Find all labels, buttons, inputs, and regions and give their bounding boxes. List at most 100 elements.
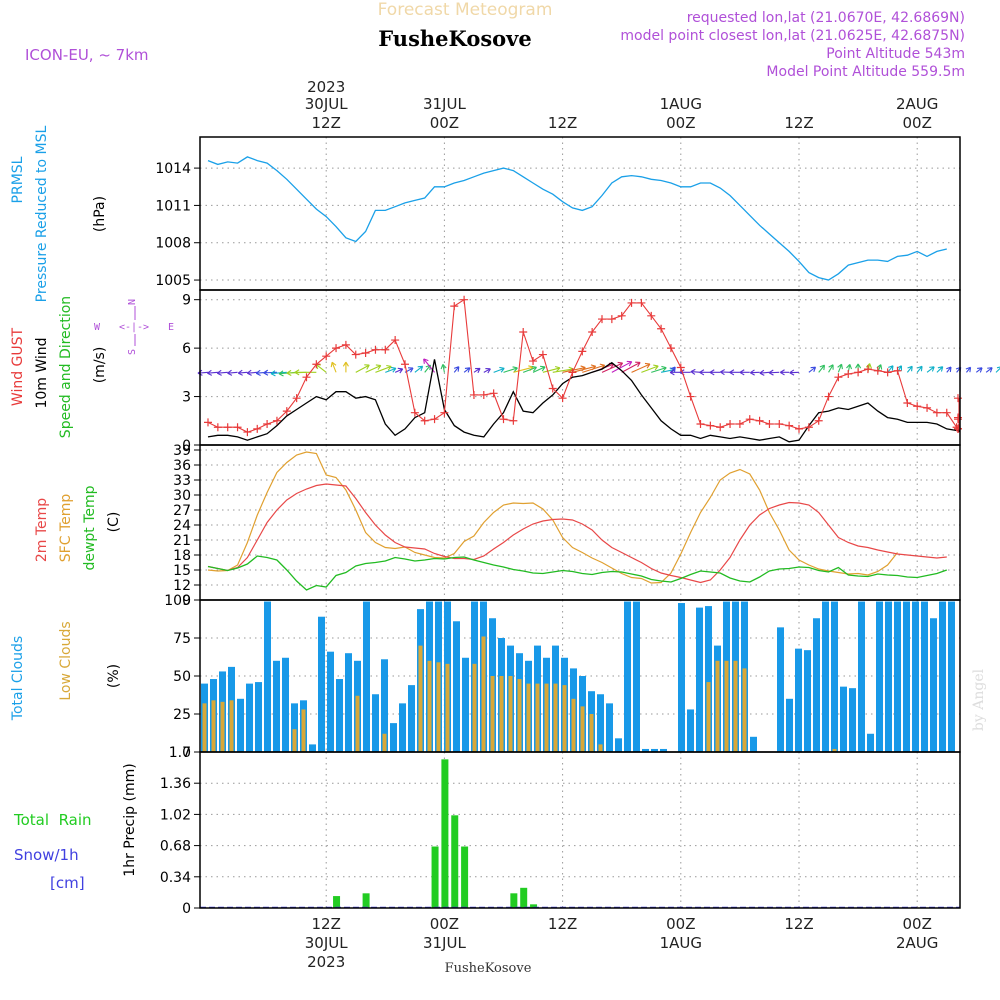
- wind-arrow: [227, 369, 238, 376]
- wind-arrow: [463, 367, 471, 373]
- wind-arrow: [263, 369, 277, 376]
- grid-lines: [325, 137, 918, 908]
- wind-arrow: [865, 363, 872, 373]
- wind-arrow: [926, 366, 935, 373]
- total-cloud-bar: [327, 651, 334, 752]
- gust-marker: [282, 407, 291, 416]
- station-name: FusheKosove: [378, 26, 531, 51]
- gust-marker: [332, 344, 341, 353]
- gust-marker: [381, 345, 390, 354]
- gust-marker: [735, 420, 744, 429]
- wind-arrow: [729, 369, 740, 376]
- low-cloud-bar: [445, 663, 450, 752]
- total-cloud-bar: [912, 601, 919, 752]
- wind-arrow: [709, 369, 721, 376]
- gust-marker: [204, 418, 212, 427]
- gust-marker: [312, 360, 321, 369]
- y-tick-label: 25: [173, 707, 191, 723]
- wind-arrow: [342, 361, 349, 373]
- pressure-panel: PRMSL Pressure Reduced to MSL (hPa) 1005…: [10, 125, 960, 302]
- gust-marker: [430, 415, 439, 424]
- gust-marker: [302, 373, 311, 382]
- total-cloud-bar: [876, 601, 883, 752]
- gust-marker: [745, 415, 754, 424]
- total-cloud-bar: [363, 601, 370, 752]
- total-cloud-bar: [336, 679, 343, 752]
- y-tick-label: 50: [173, 669, 191, 685]
- total-cloud-bar: [309, 744, 316, 752]
- t2m-label: 2m Temp: [34, 498, 50, 562]
- total-cloud-bar: [867, 733, 874, 752]
- pressure-y-ticks: 1005 1008 1011 1014: [155, 161, 960, 289]
- precip-panel: Total Rain Snow/1h [cm] 1hr Precip (mm) …: [13, 745, 960, 917]
- total-cloud-bar: [939, 601, 946, 752]
- bottom-day-label: 30JUL: [305, 934, 348, 952]
- wind-arrow: [837, 363, 843, 373]
- wind-gust-line: [207, 298, 960, 433]
- top-year-label: 2023: [307, 78, 345, 96]
- low-cloud-bar: [733, 660, 738, 752]
- top-day-label: 2AUG: [896, 95, 938, 113]
- low-clouds-label: Low Clouds: [58, 621, 74, 700]
- wind-arrow: [385, 366, 397, 373]
- wind-arrow: [473, 367, 481, 374]
- gust-marker: [243, 428, 252, 437]
- low-cloud-bar: [220, 701, 225, 752]
- footer-station: FusheKosove: [445, 961, 532, 976]
- wind-arrow: [749, 369, 760, 376]
- top-hour-label: 00Z: [903, 114, 932, 132]
- t2m-line: [207, 483, 947, 584]
- bottom-hour-label: 00Z: [903, 915, 932, 933]
- point-altitude: Point Altitude 543m: [826, 46, 965, 62]
- total-cloud-bar: [948, 601, 955, 752]
- y-tick-label: 3: [182, 390, 191, 406]
- wind-arrow: [936, 366, 944, 373]
- dewpt-label: dewpt Temp: [82, 485, 98, 570]
- gust-marker: [954, 413, 962, 422]
- low-cloud-bar: [355, 695, 360, 752]
- wind-arrow: [375, 364, 392, 373]
- gust-marker: [292, 394, 301, 403]
- gust-marker: [469, 390, 478, 399]
- gust-marker: [903, 399, 912, 408]
- y-tick-label: 18: [173, 548, 191, 564]
- wind-arrow: [237, 369, 248, 376]
- total-cloud-bar: [822, 601, 829, 752]
- wind-arrow: [946, 366, 952, 373]
- total-cloud-bar: [255, 682, 262, 752]
- panel-frames: [199, 136, 961, 909]
- total-cloud-bar: [903, 601, 910, 752]
- total-rain-label: Total Rain: [13, 811, 92, 829]
- y-tick-label: 0: [182, 438, 191, 454]
- gust-marker: [716, 423, 725, 432]
- wind-arrow: [887, 365, 894, 373]
- y-tick-label: 1014: [155, 161, 191, 177]
- total-cloud-bar: [660, 748, 667, 752]
- cloud-unit: (%): [106, 664, 122, 688]
- wind-arrow: [330, 361, 337, 373]
- wind-arrow: [394, 367, 404, 374]
- top-day-label: 1AUG: [660, 95, 702, 113]
- total-cloud-bar: [777, 627, 784, 752]
- compass-e: E: [168, 322, 174, 333]
- credit-watermark: by Angel: [971, 668, 987, 731]
- total-cloud-bar: [849, 688, 856, 752]
- low-cloud-bar: [571, 698, 576, 752]
- gust-marker: [361, 348, 370, 357]
- bottom-hour-label: 12Z: [548, 915, 577, 933]
- wind-arrow: [206, 369, 218, 376]
- y-tick-label: 100: [164, 593, 191, 609]
- low-cloud-bar: [229, 700, 234, 752]
- y-tick-label: 0: [182, 901, 191, 917]
- y-tick-label: 1.36: [160, 776, 191, 792]
- wind-arrow: [483, 368, 491, 374]
- gust-marker: [440, 408, 449, 417]
- low-cloud-bar: [715, 660, 720, 752]
- gust-marker: [509, 416, 518, 425]
- total-cloud-bar: [705, 606, 712, 752]
- gust-marker: [923, 403, 932, 412]
- wind-arrow: [808, 366, 817, 373]
- wind-arrow: [532, 365, 546, 373]
- model-altitude: Model Point Altitude 559.5m: [766, 64, 965, 80]
